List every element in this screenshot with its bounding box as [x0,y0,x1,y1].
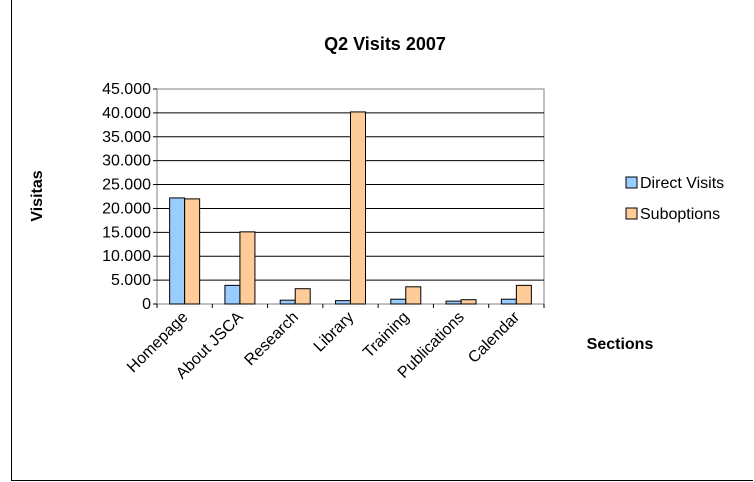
y-tick-label: 20.000 [102,200,151,217]
bar-suboptions [350,111,366,305]
chart-title: Q2 Visits 2007 [324,34,446,54]
bar-direct-visits [169,197,186,305]
bar-suboptions [405,286,422,305]
y-tick-label: 30.000 [102,153,151,170]
y-tick-label: 10.000 [102,248,151,265]
bar-suboptions [294,288,311,305]
legend-label-direct-visits: Direct Visits [640,175,724,192]
bar-direct-visits [279,299,296,305]
bar-direct-visits [500,298,517,305]
y-tick-label: 15.000 [102,224,151,241]
x-tick-label: Training [360,309,412,361]
y-axis-title: Visitas [29,170,46,221]
bar-direct-visits [390,298,407,305]
bar-direct-visits [335,300,351,305]
bar-suboptions [515,284,532,305]
bar-suboptions [239,231,256,305]
y-axis-ticks: 0 5.000 10.000 15.000 20.000 25.000 30.000 35.0… [102,81,157,313]
x-axis-title: Sections [587,336,654,353]
legend-swatch-suboptions [625,207,638,220]
y-tick-label: 25.000 [102,177,151,194]
legend-swatch-direct-visits [625,176,638,189]
x-tick-label: Library [311,309,358,356]
chart-border [11,0,753,481]
bar-suboptions [184,198,201,305]
legend: Direct Visits Suboptions [625,175,724,223]
x-tick-label: Calendar [465,308,523,366]
bars [169,111,532,305]
y-tick-label: 5.000 [111,272,151,289]
bar-direct-visits [445,300,462,305]
y-tick-label: 40.000 [102,105,151,122]
y-tick-label: 35.000 [102,129,151,146]
y-tick-label: 0 [142,296,151,313]
y-tick-label: 45.000 [102,81,151,98]
bar-suboptions [460,299,477,305]
bar-direct-visits [224,284,241,305]
legend-label-suboptions: Suboptions [640,206,720,223]
x-tick-label: Research [242,309,302,369]
